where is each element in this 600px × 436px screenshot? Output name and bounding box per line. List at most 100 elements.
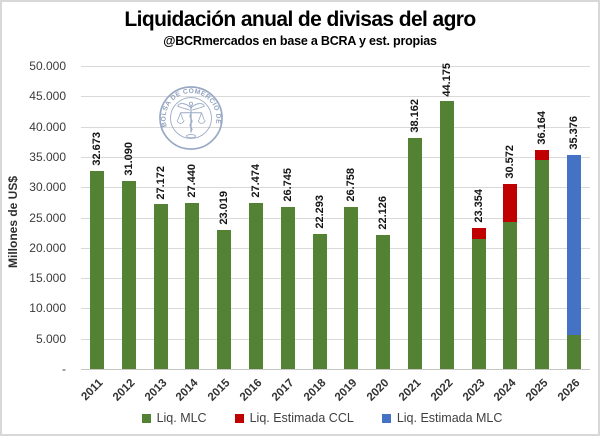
bar-2021 xyxy=(408,137,423,369)
legend-item-liq-mlc: Liq. MLC xyxy=(141,411,207,425)
bar-2023 xyxy=(471,227,486,369)
bar-slot-2024: 30.572 2024 xyxy=(492,66,527,404)
plot-area: 32.673 2011 31.090 2012 27.172 2013 27.440 2014… xyxy=(79,62,590,404)
chart-title: Liquidación anual de divisas del agro xyxy=(124,8,476,31)
y-tick-label: 20.000 xyxy=(29,240,66,255)
bar-value-label: 44.175 xyxy=(440,62,453,97)
bar-slot-2015: 23.019 2015 xyxy=(206,66,240,404)
gridline xyxy=(81,96,590,98)
y-tick-label: 45.000 xyxy=(29,89,66,104)
bar-2011 xyxy=(89,171,104,369)
bar-value-label: 22.126 xyxy=(377,196,390,230)
gridline xyxy=(81,187,590,189)
bar-value-label: 27.474 xyxy=(249,163,262,198)
legend-swatch-icon xyxy=(234,413,244,423)
x-tick-label: 2019 xyxy=(333,377,360,404)
bar-value-label: 27.440 xyxy=(186,164,199,198)
legend-swatch-icon xyxy=(141,413,151,423)
gridline xyxy=(81,278,590,280)
bar-2016 xyxy=(248,202,263,369)
bar-value-label: 22.293 xyxy=(313,195,326,229)
y-tick-label: 50.000 xyxy=(29,59,66,73)
bar-segment-liq-mlc xyxy=(376,234,391,369)
bar-value-label: 27.172 xyxy=(154,165,167,200)
bars-container: 32.673 2011 31.090 2012 27.172 2013 27.440 2014… xyxy=(79,62,590,404)
gridline xyxy=(81,247,590,249)
x-tick-label: 2017 xyxy=(269,377,297,404)
bar-slot-2018: 22.293 2018 xyxy=(301,66,336,403)
x-tick-label: 2014 xyxy=(174,377,201,404)
bar-segment-liq-estimada-mlc xyxy=(567,154,582,335)
legend-label: Liq. Estimada MLC xyxy=(396,411,503,425)
bar-slot-2025: 36.164 2025 xyxy=(524,66,558,403)
bar-slot-2022: 44.175 2022 xyxy=(429,62,463,404)
bar-segment-liq-mlc xyxy=(344,206,359,369)
x-tick-label: 2015 xyxy=(206,377,233,404)
x-tick-label: 2011 xyxy=(79,377,106,404)
bar-segment-liq-mlc xyxy=(217,229,232,369)
bar-2025 xyxy=(535,149,550,369)
bar-segment-liq-mlc xyxy=(248,202,263,369)
legend: Liq. MLC Liq. Estimada CCL Liq. Estimada M… xyxy=(2,407,598,429)
gridline xyxy=(81,156,590,158)
bar-value-label: 26.758 xyxy=(345,168,358,202)
bar-2024 xyxy=(503,183,518,369)
bar-segment-liq-mlc xyxy=(471,239,486,369)
bar-2018 xyxy=(312,233,327,369)
y-tick-label: 35.000 xyxy=(29,149,66,164)
x-tick-label: 2022 xyxy=(428,377,456,404)
y-tick-label: 15.000 xyxy=(29,271,66,286)
bar-segment-liq-mlc xyxy=(89,171,104,369)
x-tick-label: 2023 xyxy=(460,377,488,404)
bar-2014 xyxy=(185,202,200,369)
legend-label: Liq. MLC xyxy=(156,411,207,425)
bar-slot-2023: 23.354 2023 xyxy=(461,66,495,404)
bar-segment-liq-mlc xyxy=(312,233,327,369)
bar-segment-liq-mlc xyxy=(121,180,136,369)
bar-2013 xyxy=(153,204,168,369)
bar-segment-liq-mlc xyxy=(503,221,518,369)
bar-slot-2014: 27.440 2014 xyxy=(174,66,208,404)
bar-2022 xyxy=(439,101,454,369)
bar-segment-liq-mlc xyxy=(408,137,423,369)
legend-label: Liq. Estimada CCL xyxy=(249,411,354,425)
bar-2017 xyxy=(280,206,295,369)
y-tick-label: 10.000 xyxy=(29,301,66,316)
legend-item-liq-estimada-mlc: Liq. Estimada MLC xyxy=(381,411,503,425)
gridline xyxy=(81,126,590,128)
bar-segment-liq-mlc xyxy=(185,202,200,369)
gridline xyxy=(81,66,590,67)
bar-slot-2016: 27.474 2016 xyxy=(238,66,272,404)
bar-segment-liq-mlc xyxy=(280,206,295,369)
bcr-seal-watermark-icon: BOLSA DE COMERCIO DE ROSARIO xyxy=(158,85,223,150)
x-tick-label: 2016 xyxy=(237,377,265,404)
x-tick-label: 2018 xyxy=(301,377,329,404)
bar-value-label: 38.162 xyxy=(409,99,422,133)
bar-2019 xyxy=(344,206,359,369)
bar-2026 xyxy=(567,154,582,369)
bar-segment-liq-mlc xyxy=(153,204,168,369)
bar-2020 xyxy=(376,234,391,369)
legend-swatch-icon xyxy=(381,413,391,423)
chart-subtitle: @BCRmercados en base a BCRA y est. propi… xyxy=(163,34,437,48)
bar-2012 xyxy=(121,180,136,369)
bar-2015 xyxy=(217,229,232,369)
bar-value-label: 35.376 xyxy=(568,115,581,150)
bar-value-label: 23.019 xyxy=(218,190,231,225)
bar-segment-liq-mlc xyxy=(567,334,582,369)
bar-slot-2021: 38.162 2021 xyxy=(397,66,431,403)
y-tick-label: - xyxy=(62,362,66,376)
x-tick-label: 2013 xyxy=(142,377,170,404)
gridline xyxy=(81,338,590,340)
x-tick-label: 2024 xyxy=(492,377,519,404)
y-axis-tick-labels: - 5.000 10.000 15.000 20.000 25.000 30.000 35.0… xyxy=(2,59,74,376)
bar-value-label: 36.164 xyxy=(536,111,549,145)
y-tick-label: 25.000 xyxy=(29,210,66,225)
x-tick-label: 2020 xyxy=(365,377,392,404)
bar-value-label: 23.354 xyxy=(472,188,485,223)
bar-segment-liq-estimada-ccl xyxy=(471,227,486,240)
y-tick-label: 40.000 xyxy=(29,119,66,134)
bar-segment-liq-estimada-ccl xyxy=(535,149,550,160)
bar-slot-2019: 26.758 2019 xyxy=(333,66,368,403)
